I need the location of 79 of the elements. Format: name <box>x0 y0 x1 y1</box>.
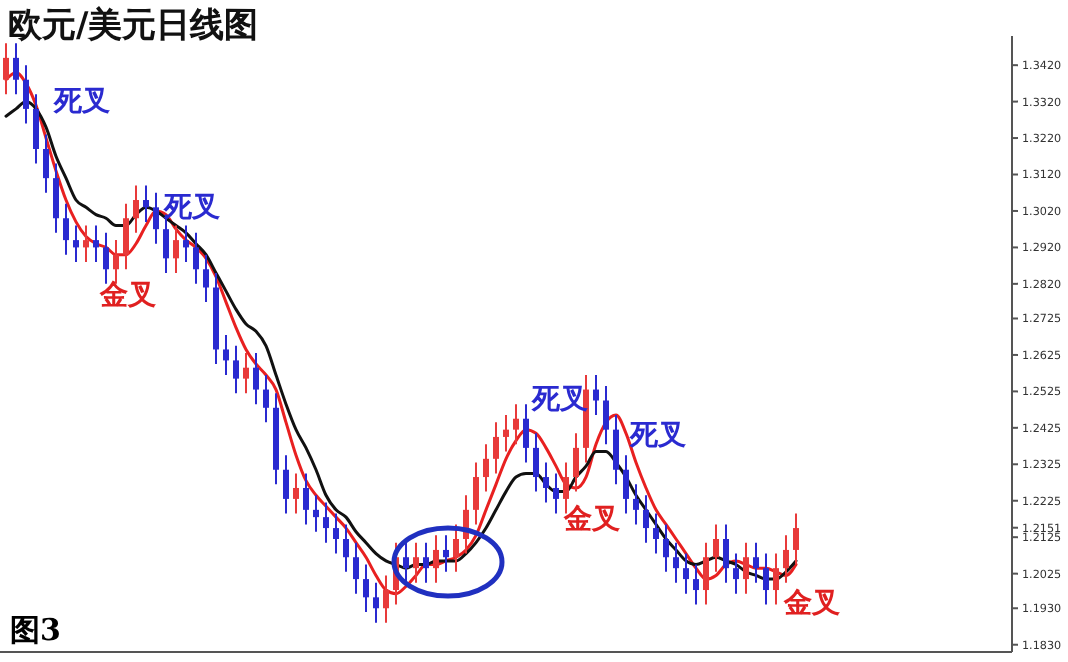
candlestick <box>673 541 679 584</box>
candlestick <box>663 523 669 573</box>
annotation: 死叉 <box>628 420 686 452</box>
candlestick <box>613 414 619 486</box>
annotation: 图3 <box>10 612 61 648</box>
candlestick <box>363 563 369 613</box>
candlestick <box>473 461 479 526</box>
candlestick <box>423 541 429 584</box>
candlestick <box>183 224 189 263</box>
chart-title: 欧元/美元日线图 <box>8 6 259 46</box>
candlestick <box>353 541 359 595</box>
candlestick <box>283 454 289 515</box>
candlestick <box>543 461 549 504</box>
candlestick <box>343 523 349 573</box>
candlestick <box>83 224 89 263</box>
candlestick <box>373 581 379 624</box>
candlestick <box>253 352 259 406</box>
candlestick <box>383 574 389 624</box>
candlestick <box>763 552 769 606</box>
candlestick <box>743 541 749 595</box>
candlestick <box>93 224 99 263</box>
candlestick <box>173 224 179 274</box>
candlestick <box>233 344 239 395</box>
candlestick <box>203 253 209 304</box>
candlestick <box>263 373 269 424</box>
candlestick <box>33 93 39 165</box>
candlestick <box>633 483 639 526</box>
candlestick <box>413 541 419 584</box>
candlestick <box>53 162 59 234</box>
candlestick <box>643 494 649 544</box>
candlestick <box>3 42 9 96</box>
annotation: 死叉 <box>162 192 220 224</box>
candlestick <box>503 414 509 453</box>
candlestick <box>513 403 519 446</box>
candlestick <box>243 352 249 395</box>
annotation: 死叉 <box>52 86 110 118</box>
candlestick <box>333 512 339 555</box>
candlestick <box>303 472 309 526</box>
candlestick <box>723 523 729 584</box>
candlestick <box>63 202 69 256</box>
candlestick <box>793 512 799 566</box>
candlestick <box>133 184 139 234</box>
candlestick <box>13 42 19 96</box>
candlestick <box>453 523 459 573</box>
candlestick <box>323 501 329 544</box>
candlestick <box>313 494 319 533</box>
candlestick <box>713 523 719 573</box>
candlestick <box>403 541 409 584</box>
annotation: 金叉 <box>98 280 156 312</box>
candlestick <box>693 563 699 606</box>
candlestick <box>593 373 599 417</box>
candlestick <box>433 534 439 584</box>
candlestick <box>123 202 129 271</box>
candlestick <box>603 384 609 446</box>
candlestick <box>223 333 229 376</box>
candlestick <box>553 472 559 515</box>
annotation: 金叉 <box>782 588 840 620</box>
candlestick <box>293 472 299 515</box>
candlestick <box>193 231 199 285</box>
candlestick <box>493 421 499 475</box>
annotation: 金叉 <box>562 504 620 536</box>
candlestick <box>483 443 489 493</box>
candlestick <box>523 403 529 464</box>
candlestick <box>73 224 79 263</box>
candlestick <box>733 552 739 595</box>
candlestick <box>43 133 49 194</box>
candlestick <box>783 534 789 584</box>
candlestick <box>533 432 539 493</box>
candlestick <box>623 454 629 515</box>
candlestick <box>773 552 779 606</box>
candlestick <box>23 64 29 125</box>
candlestick <box>703 541 709 606</box>
candlestick <box>443 534 449 573</box>
candlestick <box>683 552 689 595</box>
candlestick <box>573 432 579 493</box>
candlestick <box>143 184 149 223</box>
candlestick <box>153 191 159 245</box>
candlestick <box>753 541 759 584</box>
candlestick <box>653 512 659 555</box>
